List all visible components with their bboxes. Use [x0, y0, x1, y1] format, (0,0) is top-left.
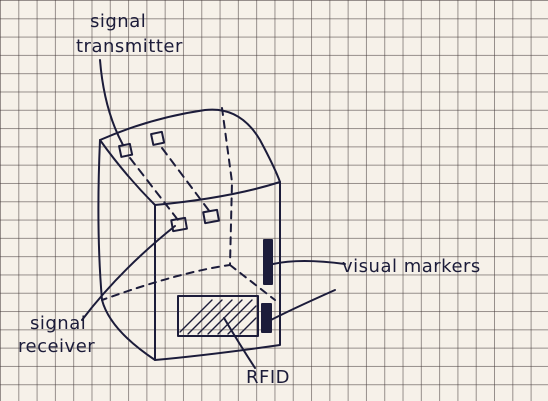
rfid-hatching — [179, 299, 257, 335]
signal-receiver-label-line1: signal — [30, 313, 87, 334]
leader-visual-markers — [266, 289, 336, 323]
leader-receiver — [81, 225, 176, 321]
device-front-face — [154, 181, 281, 361]
device-top-face — [99, 108, 281, 206]
leader-transmitter — [99, 59, 124, 146]
hidden-edge — [229, 264, 276, 301]
signal-transmitter-right — [150, 130, 166, 146]
visual-marker-lower — [261, 303, 272, 333]
signal-transmitter-left — [118, 142, 134, 158]
leader-visual-markers — [272, 260, 346, 265]
rfid-label: RFID — [246, 367, 291, 388]
signal-receiver-right — [202, 208, 220, 225]
signal-beam — [161, 147, 211, 213]
visual-marker-upper — [263, 239, 273, 285]
signal-receiver-left — [170, 216, 188, 233]
signal-transmitter-label-line1: signal — [90, 11, 147, 32]
signal-receiver-label-line2: receiver — [18, 336, 96, 357]
leader-rfid — [223, 317, 256, 369]
rfid-panel — [177, 295, 259, 337]
signal-transmitter-label-line2: transmitter — [76, 36, 183, 57]
visual-markers-label: visual markers — [342, 256, 481, 277]
signal-beam — [129, 157, 179, 221]
